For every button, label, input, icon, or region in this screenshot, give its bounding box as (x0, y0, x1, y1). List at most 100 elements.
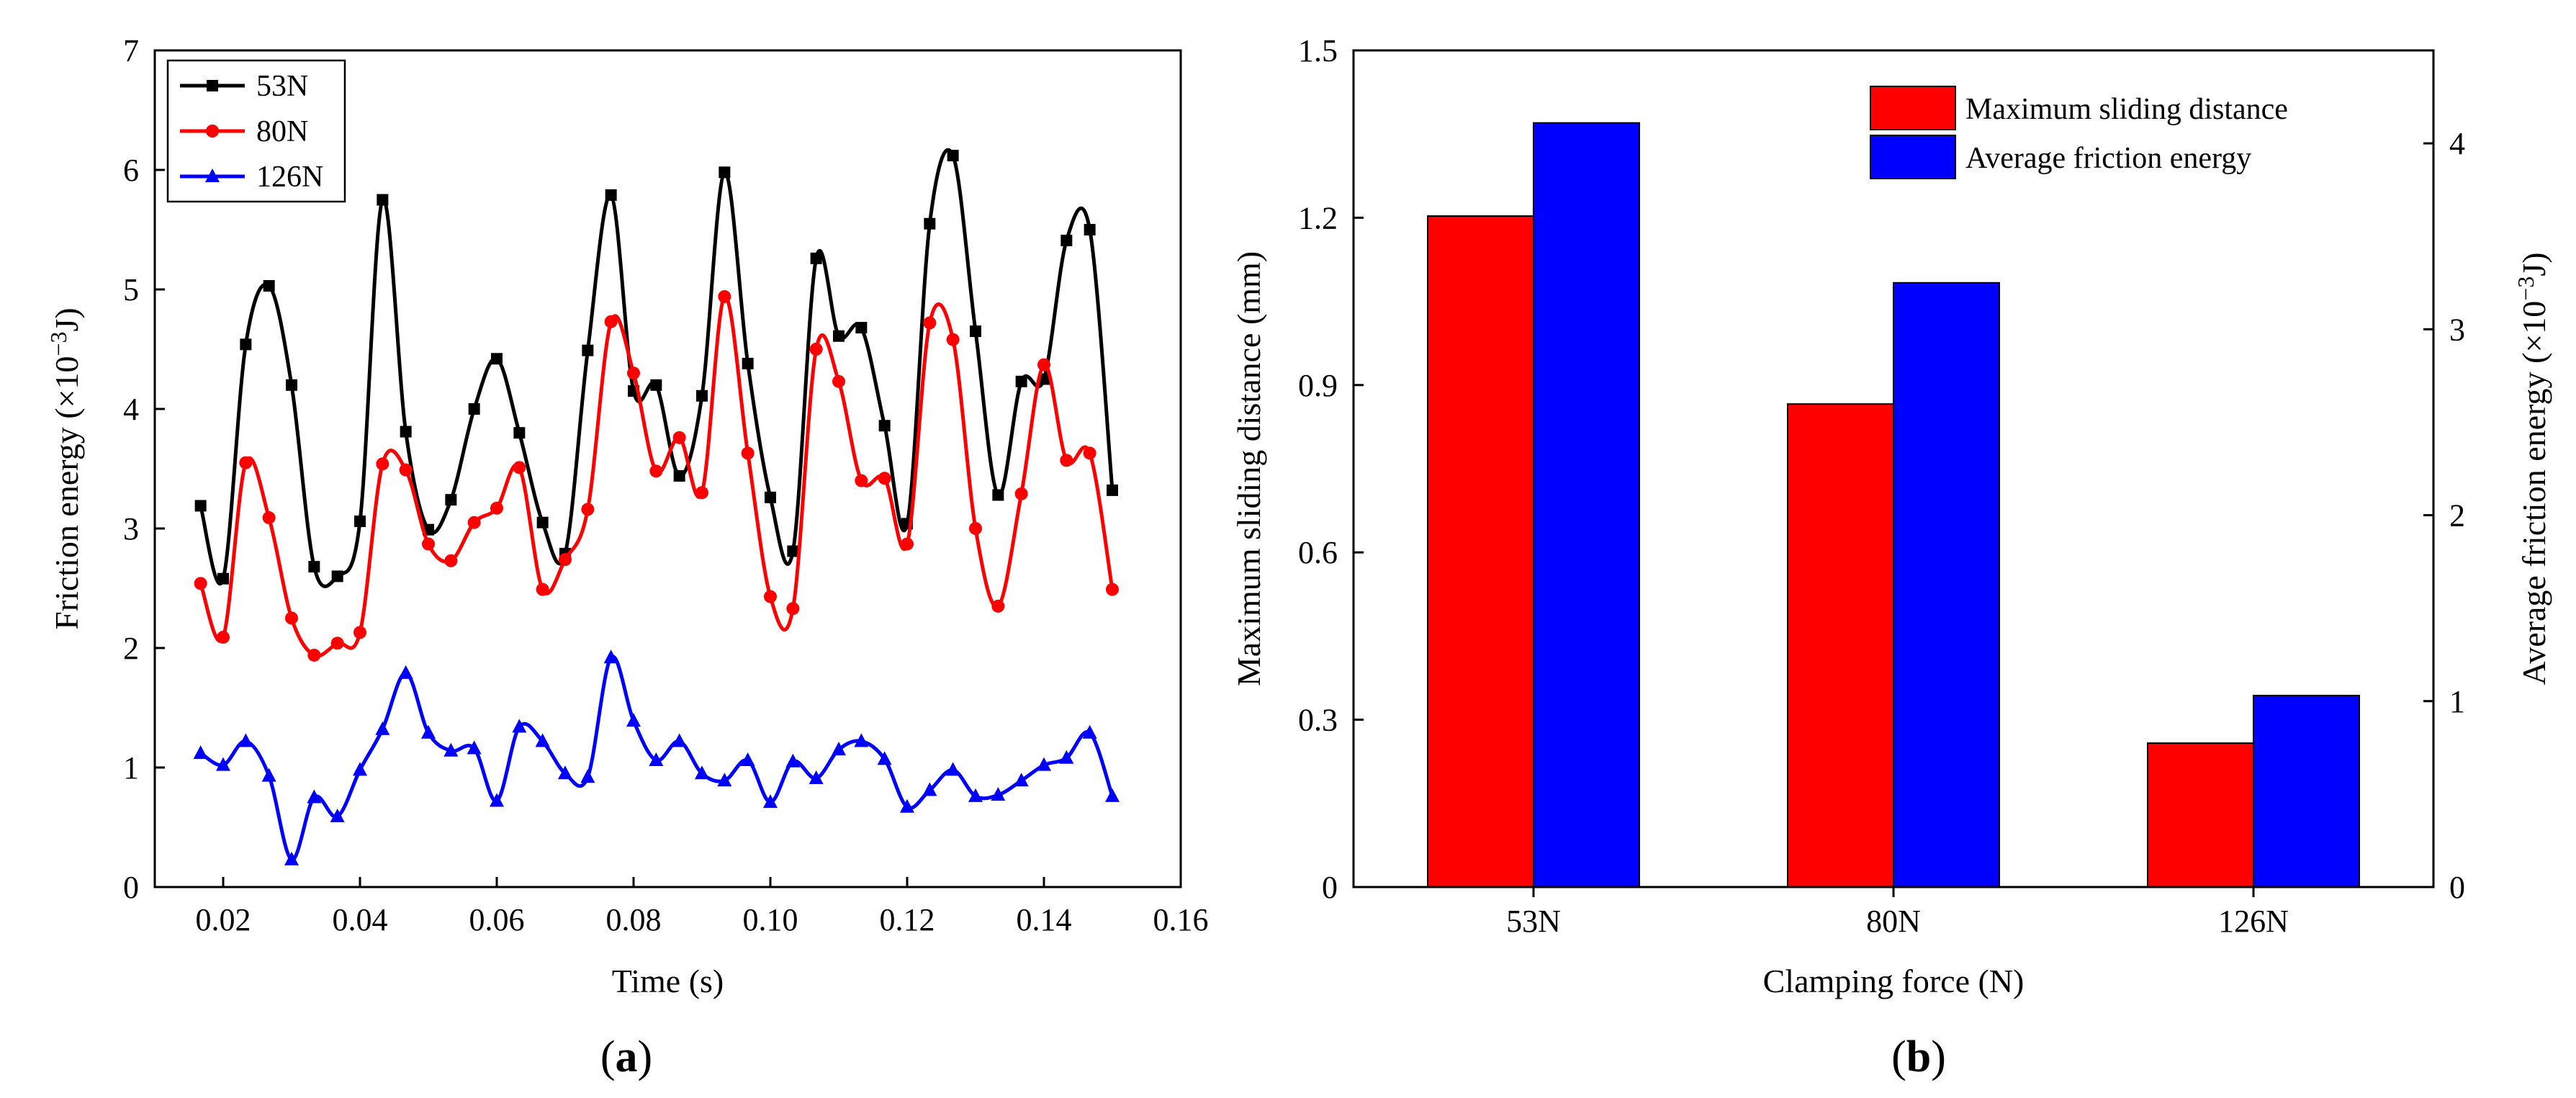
data-point-53N (970, 325, 981, 338)
x-tick-label: 53N (1506, 904, 1561, 939)
y-tick-label: 2 (123, 631, 139, 666)
data-point-53N (696, 390, 708, 402)
data-point-53N (400, 426, 412, 438)
data-point-80N (217, 631, 230, 644)
data-point-53N (833, 330, 845, 342)
y-axis-label-right-b: Average friction energy (×10−3J) (2513, 252, 2552, 685)
data-point-53N (286, 379, 297, 391)
data-point-126N (740, 752, 755, 767)
y-tick-label-left: 0.3 (1298, 703, 1338, 738)
legend-label-126N: 126N (256, 161, 323, 194)
data-point-53N (377, 194, 389, 206)
data-point-80N (490, 501, 503, 515)
data-point-126N (512, 719, 527, 733)
data-point-53N (308, 561, 320, 573)
data-point-126N (535, 733, 550, 747)
x-axis-label-b: Clamping force (N) (1763, 963, 2025, 999)
data-point-126N (1059, 750, 1074, 764)
legend-label-1: Average friction energy (1965, 142, 2251, 175)
data-point-80N (695, 486, 708, 500)
data-point-126N (580, 769, 595, 783)
data-point-126N (375, 721, 390, 735)
data-point-80N (581, 503, 595, 516)
data-point-80N (649, 464, 663, 478)
data-point-126N (785, 753, 801, 768)
data-point-80N (878, 472, 891, 485)
data-point-53N (354, 516, 366, 528)
y-tick-label-left: 0.9 (1298, 368, 1338, 403)
data-point-126N (672, 733, 687, 747)
data-point-126N (1014, 773, 1029, 787)
data-point-80N (969, 522, 982, 535)
data-point-80N (559, 553, 572, 567)
legend-marker-126N (205, 168, 220, 182)
y-tick-label: 4 (123, 392, 139, 427)
data-point-53N (194, 500, 207, 512)
data-point-80N (307, 648, 321, 662)
x-axis-label-a: Time (s) (612, 963, 724, 999)
legend-b: Maximum sliding distance Average friction… (1870, 86, 2288, 179)
data-point-126N (968, 788, 983, 802)
data-point-53N (878, 420, 891, 432)
panel-label-b: (b) (1891, 1032, 1946, 1081)
data-point-53N (924, 217, 936, 230)
data-point-80N (855, 474, 868, 487)
data-point-80N (194, 577, 207, 590)
data-point-126N (558, 765, 572, 780)
data-point-126N (238, 733, 253, 747)
data-point-53N (582, 344, 594, 356)
y-tick-label-left: 1.2 (1298, 200, 1338, 235)
chart-b-clamping-force-bars: 53N 80N 126N 0 0.3 0.6 0.9 1.2 1.5 0 1 2 3 4 Maximum s… (1230, 33, 2552, 999)
y-tick-label-right: 1 (2449, 684, 2465, 719)
y-tick-label-right: 3 (2449, 312, 2465, 347)
data-point-126N (854, 733, 869, 747)
data-point-80N (923, 316, 937, 330)
data-point-126N (626, 713, 641, 727)
data-point-80N (672, 431, 686, 444)
x-tick-label: 0.08 (606, 902, 662, 937)
data-point-126N (330, 809, 345, 823)
data-point-80N (285, 611, 298, 625)
data-point-80N (901, 537, 914, 551)
legend-label-53N: 53N (256, 70, 308, 103)
y-tick-label: 6 (123, 153, 139, 188)
bar-friction-energy-80N (1893, 282, 2000, 888)
data-point-80N (262, 511, 276, 525)
x-tick-label: 0.06 (469, 902, 525, 937)
data-point-80N (467, 516, 481, 529)
data-point-53N (468, 403, 480, 415)
data-point-126N (991, 787, 1006, 801)
data-point-53N (742, 357, 754, 369)
plot-frame-b (1352, 49, 2435, 888)
legend-swatch-0 (1870, 86, 1956, 130)
x-tick-label: 0.14 (1017, 902, 1072, 937)
data-point-126N (353, 762, 367, 776)
data-point-126N (193, 745, 208, 760)
data-point-53N (1084, 224, 1096, 235)
legend-marker-80N (206, 125, 219, 138)
x-tick-label: 126N (2218, 904, 2289, 939)
data-point-80N (832, 374, 845, 388)
data-point-80N (991, 599, 1005, 613)
data-point-80N (353, 626, 366, 639)
legend-label-80N: 80N (256, 115, 308, 148)
data-point-53N (331, 570, 343, 582)
data-point-80N (604, 315, 618, 328)
data-point-80N (422, 537, 435, 551)
data-point-53N (263, 280, 275, 292)
panel-label-a: (a) (600, 1032, 652, 1081)
data-point-126N (467, 740, 482, 755)
x-tick-label: 0.16 (1153, 902, 1209, 937)
data-point-126N (421, 724, 436, 739)
x-tick-label: 0.04 (333, 902, 388, 937)
data-point-53N (1107, 484, 1118, 496)
y-tick-label-left: 1.5 (1298, 33, 1338, 68)
legend-swatch-1 (1870, 135, 1956, 179)
y-tick-label-right: 2 (2449, 498, 2465, 534)
data-point-126N (809, 770, 824, 784)
data-point-53N (605, 189, 617, 201)
data-point-53N (855, 322, 868, 334)
data-point-80N (946, 333, 960, 346)
y-tick-label-right: 0 (2449, 870, 2465, 905)
